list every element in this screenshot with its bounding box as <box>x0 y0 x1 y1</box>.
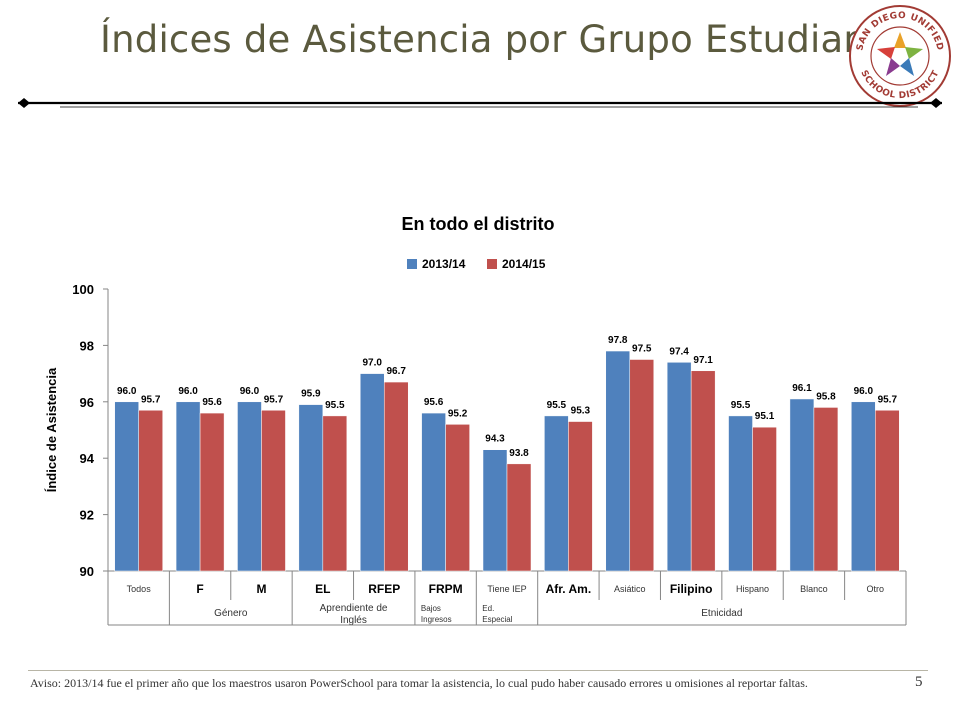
data-label-2013-11: 96.1 <box>792 383 812 394</box>
data-label-2013-4: 97.0 <box>362 358 382 369</box>
bar-2013-2 <box>237 401 262 572</box>
data-label-2014-4: 96.7 <box>386 366 406 377</box>
bar-2013-12 <box>851 401 876 572</box>
footer-rule <box>28 670 928 671</box>
bar-2013-8 <box>605 350 631 572</box>
group-label: Etnicidad <box>701 608 742 619</box>
x-tick-label: Afr. Am. <box>546 582 592 596</box>
data-label-2014-2: 95.7 <box>264 394 284 405</box>
y-axis-label: Índice de Asistencia <box>44 367 59 492</box>
title-rule <box>18 98 942 108</box>
x-tick-label: M <box>256 582 266 596</box>
data-label-2013-1: 96.0 <box>178 386 198 397</box>
bar-2014-2 <box>261 410 286 572</box>
chart-legend: 2013/14 2014/15 <box>407 257 546 271</box>
x-tick-label: Asiático <box>614 584 646 594</box>
x-tick-label: F <box>196 582 203 596</box>
data-label-2014-9: 97.1 <box>693 355 713 366</box>
data-label-2013-7: 95.5 <box>547 400 567 411</box>
bar-2013-7 <box>544 415 569 572</box>
data-label-2013-2: 96.0 <box>240 386 260 397</box>
page-number: 5 <box>915 674 923 690</box>
legend-swatch-2014 <box>487 259 497 269</box>
data-label-2013-6: 94.3 <box>485 434 505 445</box>
data-label-2014-10: 95.1 <box>755 411 775 422</box>
data-label-2013-3: 95.9 <box>301 389 321 400</box>
x-tick-label: Filipino <box>670 582 713 596</box>
data-label-2014-3: 95.5 <box>325 400 345 411</box>
bar-2013-4 <box>359 373 385 572</box>
y-tick-label: 92 <box>80 508 94 523</box>
group-label: Ed. Especial <box>482 604 512 624</box>
data-label-2013-12: 96.0 <box>854 386 874 397</box>
bar-2013-6 <box>482 449 508 572</box>
data-label-2014-1: 95.6 <box>202 397 222 408</box>
x-tick-label: FRPM <box>429 582 463 596</box>
group-label: Aprendiente de Inglés <box>320 603 388 626</box>
bar-2013-11 <box>789 398 815 572</box>
star-icon <box>877 32 923 76</box>
data-label-2014-6: 93.8 <box>509 448 529 459</box>
group-label: Género <box>214 608 248 619</box>
bar-2014-11 <box>813 407 839 572</box>
data-label-2013-8: 97.8 <box>608 335 628 346</box>
bar-2013-1 <box>175 401 201 572</box>
y-tick-label: 96 <box>80 395 94 410</box>
x-tick-label: EL <box>315 582 330 596</box>
data-label-2014-11: 95.8 <box>816 391 836 402</box>
data-label-2014-0: 95.7 <box>141 394 161 405</box>
y-tick-label: 100 <box>72 282 94 297</box>
legend-label-2014: 2014/15 <box>502 257 546 271</box>
bar-2014-0 <box>138 410 163 572</box>
x-tick-label: Otro <box>867 584 885 594</box>
bar-2013-3 <box>298 404 324 572</box>
bar-2014-6 <box>506 463 532 572</box>
bar-2013-9 <box>666 362 692 572</box>
slide-title: Índices de Asistencia por Grupo Estudian… <box>100 18 903 61</box>
bar-2014-1 <box>199 412 225 572</box>
y-tick-label: 94 <box>80 451 95 466</box>
bar-2013-10 <box>728 415 753 572</box>
x-tick-label: Todos <box>127 584 152 594</box>
y-tick-label: 98 <box>80 338 94 353</box>
group-label: Bajos Ingresos <box>421 604 452 624</box>
bar-2014-10 <box>752 426 777 572</box>
footnote: Aviso: 2013/14 fue el primer año que los… <box>30 676 808 690</box>
bar-2014-12 <box>875 410 900 572</box>
x-tick-label: Hispano <box>736 584 769 594</box>
legend-label-2013: 2013/14 <box>422 257 466 271</box>
bar-2013-5 <box>421 412 446 572</box>
bar-2013-0 <box>114 401 139 572</box>
legend-swatch-2013 <box>407 259 417 269</box>
data-label-2014-8: 97.5 <box>632 344 652 355</box>
bar-2014-4 <box>383 381 409 572</box>
y-tick-label: 90 <box>80 564 94 579</box>
chart-title: En todo el distrito <box>402 214 555 234</box>
bar-2014-3 <box>322 415 348 572</box>
bar-2014-5 <box>445 424 470 572</box>
x-tick-label: Tiene IEP <box>487 584 526 594</box>
data-label-2014-12: 95.7 <box>878 394 898 405</box>
data-label-2013-0: 96.0 <box>117 386 137 397</box>
data-label-2014-7: 95.3 <box>571 406 591 417</box>
bar-2014-9 <box>690 370 716 572</box>
bar-2014-8 <box>629 359 655 572</box>
data-label-2013-10: 95.5 <box>731 400 751 411</box>
data-label-2013-5: 95.6 <box>424 397 444 408</box>
x-tick-label: RFEP <box>368 582 400 596</box>
bar-2014-7 <box>568 421 593 572</box>
district-logo: SAN DIEGO UNIFIED SCHOOL DISTRICT <box>849 5 951 107</box>
x-tick-label: Blanco <box>800 584 828 594</box>
data-label-2013-9: 97.4 <box>669 346 689 357</box>
data-label-2014-5: 95.2 <box>448 408 468 419</box>
